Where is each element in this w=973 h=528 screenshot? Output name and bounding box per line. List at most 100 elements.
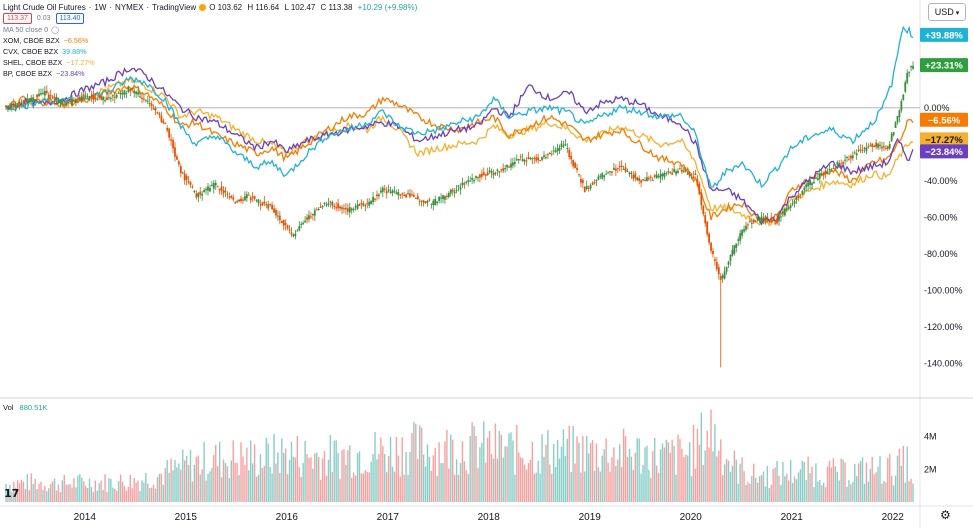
candle-body <box>16 106 19 108</box>
volume-bar <box>294 457 297 502</box>
volume-bar <box>286 474 289 502</box>
volume-bar <box>690 476 693 502</box>
currency-selector[interactable]: USD ▾ <box>928 3 966 21</box>
volume-bar <box>896 455 899 502</box>
buy-button[interactable]: 113.40 <box>55 13 85 24</box>
volume-bar <box>152 484 155 502</box>
candle-body <box>24 103 27 105</box>
volume-bar <box>389 437 392 502</box>
volume-bar <box>143 482 145 502</box>
volume-bar <box>11 491 13 502</box>
candle-body <box>574 162 576 168</box>
volume-bar <box>397 455 400 502</box>
volume-bar <box>73 478 75 502</box>
candle-body <box>677 170 679 173</box>
candle-body <box>440 197 442 199</box>
legend-series-xom[interactable]: XOM, CBOE BZX −6.56% <box>3 35 420 46</box>
separator: · <box>88 3 92 12</box>
volume-bar <box>399 476 401 502</box>
volume-bar <box>368 472 370 502</box>
volume-bar <box>283 452 285 502</box>
volume-bar <box>215 444 217 502</box>
candle-body <box>22 100 25 104</box>
volume-bar <box>844 462 846 502</box>
candle-body <box>300 223 303 225</box>
volume-bar <box>523 464 526 502</box>
candle-body <box>341 207 343 210</box>
candle-body <box>220 186 223 191</box>
volume-bar <box>364 470 367 502</box>
volume-bar <box>867 481 870 502</box>
candle-body <box>618 166 621 168</box>
candle-body <box>193 190 196 193</box>
symbol-title[interactable]: Light Crude Oil Futures <box>3 3 86 12</box>
ma-indicator-row[interactable]: MA 50 close 0 ◯ <box>3 24 420 35</box>
series-line-xom[interactable] <box>5 84 914 226</box>
candle-body <box>783 208 786 216</box>
candle-body <box>603 175 606 178</box>
volume-bar <box>659 449 662 502</box>
volume-bar <box>721 475 724 502</box>
volume-bar <box>71 487 73 502</box>
series-line-cvx[interactable] <box>5 25 914 189</box>
volume-bar <box>290 441 293 502</box>
legend-series-cvx[interactable]: CVX, CBOE BZX 39.88% <box>3 46 420 57</box>
volume-bar <box>69 484 71 502</box>
candle-body <box>762 218 765 220</box>
candle-body <box>822 172 825 175</box>
close-value: C 113.38 <box>320 3 353 12</box>
candle-body <box>508 166 510 168</box>
volume-bar <box>40 481 42 502</box>
volume-bar <box>376 459 378 502</box>
candle-body <box>226 193 229 195</box>
volume-bar <box>749 483 751 502</box>
candle-body <box>442 195 444 200</box>
ohlc-values: O 103.62 H 116.64 L 102.47 C 113.38 +10.… <box>209 2 420 13</box>
eye-icon[interactable]: ◯ <box>51 25 60 34</box>
candle-body <box>881 146 883 149</box>
gear-icon[interactable]: ⚙ <box>940 508 951 522</box>
volume-bar <box>558 458 561 502</box>
candle-body <box>766 216 769 218</box>
candle-body <box>387 189 390 192</box>
candle-body <box>354 206 357 208</box>
interval-label[interactable]: 1W <box>94 3 107 12</box>
volume-bar <box>448 468 450 502</box>
candle-body <box>123 90 126 95</box>
candle-body <box>451 189 454 192</box>
market-status-icon[interactable] <box>199 4 207 11</box>
candle-body <box>218 188 221 191</box>
candle-body <box>368 201 371 206</box>
volume-bar <box>661 443 664 502</box>
candle-body <box>636 177 639 180</box>
legend-series-shel[interactable]: SHEL, CBOE BZX −17.27% <box>3 57 420 68</box>
candle-body <box>20 102 23 104</box>
candle-body <box>688 172 691 176</box>
candle-body <box>222 189 225 194</box>
volume-bar <box>112 487 114 502</box>
candle-body <box>214 182 217 186</box>
volume-bar <box>605 438 607 502</box>
legend-series-bp[interactable]: BP, CBOE BZX −23.84% <box>3 68 420 79</box>
candle-body <box>230 196 233 198</box>
volume-bar <box>463 461 466 502</box>
candle-body <box>174 147 176 157</box>
candle-body <box>343 208 345 210</box>
volume-bar <box>525 469 528 502</box>
volume-bar <box>82 481 85 502</box>
volume-bar <box>479 447 481 502</box>
candle-body <box>106 97 108 100</box>
candle-body <box>585 185 588 190</box>
volume-legend[interactable]: Vol 880.51K <box>3 403 47 412</box>
sell-button[interactable]: 113.37 <box>3 13 32 24</box>
volume-bar <box>799 469 802 502</box>
volume-bar <box>533 473 535 502</box>
candle-body <box>558 147 561 151</box>
tradingview-logo-icon[interactable]: 17 <box>4 487 20 500</box>
volume-bar <box>723 464 726 502</box>
volume-bar <box>514 474 516 502</box>
volume-bar <box>281 438 283 502</box>
volume-bar <box>848 480 850 502</box>
volume-bar <box>873 474 875 502</box>
